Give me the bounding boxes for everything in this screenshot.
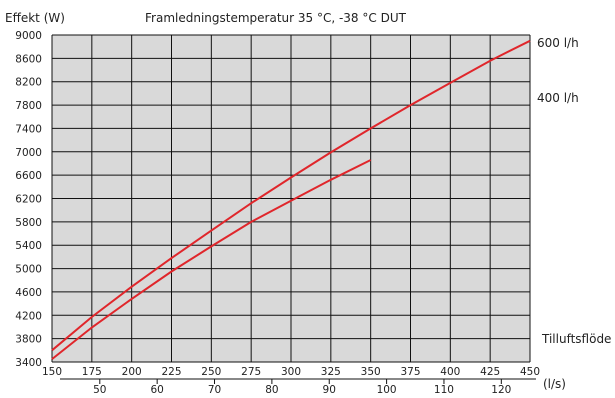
series-label-2: 400 l/h [537,91,579,105]
x-tick-400: 400 [440,366,460,378]
x2-tick-80: 80 [265,384,278,396]
y-tick-3800: 3800 [15,334,42,346]
x2-tick-120: 120 [491,384,511,396]
x2-axis-label: (l/s) [543,377,566,391]
x-tick-375: 375 [400,366,420,378]
x-tick-450: 450 [520,366,540,378]
x-tick-150: 150 [42,366,62,378]
x-tick-425: 425 [480,366,500,378]
y-tick-5800: 5800 [15,217,42,229]
x-tick-275: 275 [241,366,261,378]
y-tick-8600: 8600 [15,53,42,65]
x-tick-350: 350 [361,366,381,378]
x-tick-225: 225 [161,366,181,378]
x-axis-label: Tilluftsflöde (m3/h [541,332,615,346]
x2-tick-50: 50 [93,384,106,396]
x2-tick-60: 60 [150,384,163,396]
y-tick-3400: 3400 [15,357,42,369]
y-tick-5000: 5000 [15,264,42,276]
y-tick-8200: 8200 [15,77,42,89]
y-tick-4600: 4600 [15,287,42,299]
y-tick-9000: 9000 [15,30,42,42]
x-tick-175: 175 [82,366,102,378]
x-tick-250: 250 [201,366,221,378]
x2-tick-90: 90 [323,384,336,396]
y-tick-7000: 7000 [15,147,42,159]
x2-tick-110: 110 [434,384,454,396]
y-tick-6200: 6200 [15,194,42,206]
series-line-2 [51,159,372,360]
x-tick-200: 200 [122,366,142,378]
y-tick-7400: 7400 [15,123,42,135]
x-tick-300: 300 [281,366,301,378]
y-axis-label: Effekt (W) [5,11,65,25]
chart-title: Framledningstemperatur 35 °C, -38 °C DUT [145,11,407,25]
plot-area: 3400 3800 4200 4600 5000 5400 5800 6200 6600 7000… [15,30,578,396]
y-tick-5400: 5400 [15,240,42,252]
series-line-1 [51,39,531,352]
series-label-1: 600 l/h [537,36,579,50]
x2-tick-70: 70 [208,384,221,396]
x-tick-325: 325 [321,366,341,378]
y-tick-4200: 4200 [15,310,42,322]
x2-tick-100: 100 [377,384,397,396]
y-tick-6600: 6600 [15,170,42,182]
y-tick-7800: 7800 [15,100,42,112]
